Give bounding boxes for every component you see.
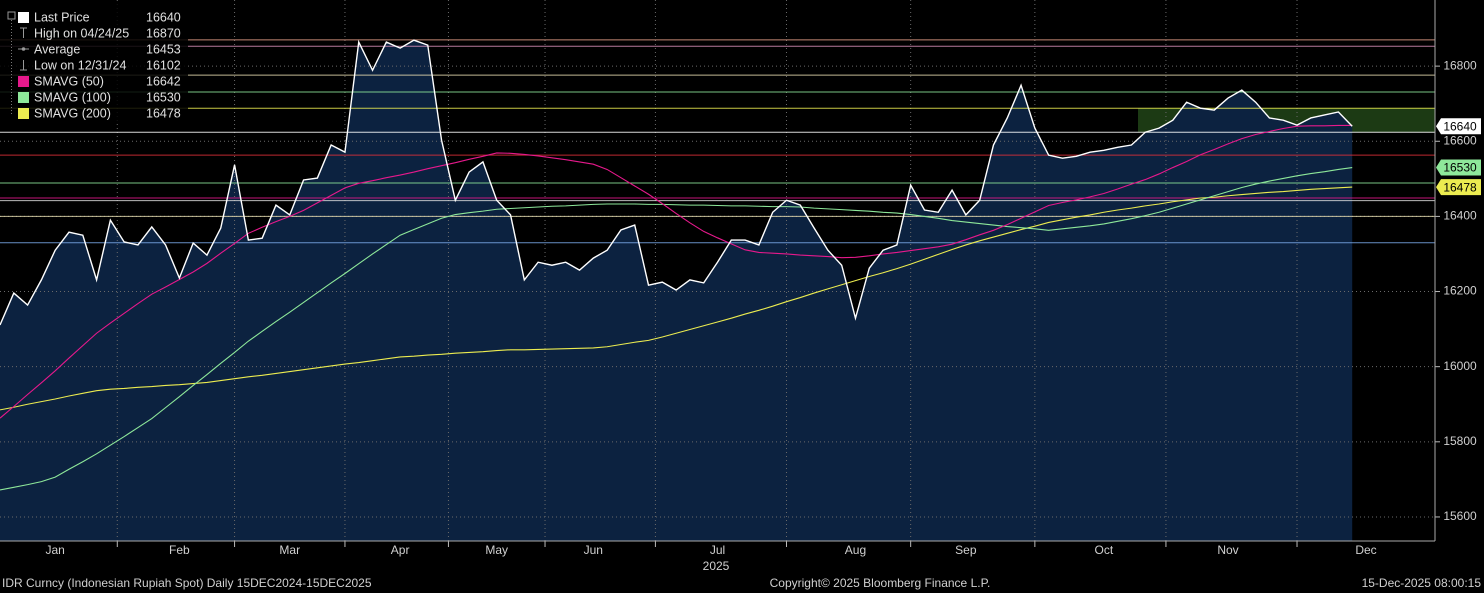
legend-glyph <box>21 47 26 51</box>
value-tag <box>1436 159 1481 176</box>
legend-value: 16642 <box>146 74 181 88</box>
y-tick-label: 16600 <box>1443 133 1477 147</box>
y-tick-label: 16200 <box>1443 284 1477 298</box>
legend-label: High on 04/24/25 <box>34 26 129 40</box>
value-tag <box>1436 118 1481 135</box>
y-tick-label: 15600 <box>1443 509 1477 523</box>
x-tick-label: Oct <box>1095 543 1114 557</box>
x-tick-label: Aug <box>845 543 866 557</box>
price-line <box>0 39 1353 326</box>
legend-value: 16640 <box>146 10 181 24</box>
legend-swatch <box>18 108 29 119</box>
legend-label: SMAVG (100) <box>34 90 111 104</box>
legend-value: 16870 <box>146 26 181 40</box>
y-tick-label: 15800 <box>1443 434 1477 448</box>
sma-line <box>0 124 1353 419</box>
legend-swatch <box>18 12 29 23</box>
x-tick-label: Sep <box>955 543 977 557</box>
legend-swatch <box>18 92 29 103</box>
value-tag-label: 16478 <box>1443 180 1477 194</box>
y-tick-label: 16800 <box>1443 58 1477 72</box>
y-tick-label: 16400 <box>1443 209 1477 223</box>
legend-tree-icon <box>7 11 16 20</box>
legend: Last Price 16640 High on 04/24/25 16870 Aver… <box>0 4 188 122</box>
x-tick-label: Jun <box>584 543 603 557</box>
legend-box <box>0 4 188 122</box>
sma-line <box>0 186 1353 411</box>
legend-value: 16530 <box>146 90 181 104</box>
x-tick-label: Jul <box>710 543 725 557</box>
x-tick-label: Dec <box>1355 543 1376 557</box>
value-tag-label: 16640 <box>1443 119 1477 133</box>
legend-label: SMAVG (50) <box>34 74 104 88</box>
legend-label: SMAVG (200) <box>34 106 111 120</box>
legend-swatch <box>18 76 29 87</box>
x-tick-label: Mar <box>279 543 300 557</box>
x-tick-label: Nov <box>1217 543 1238 557</box>
legend-label: Average <box>34 42 80 56</box>
legend-value: 16478 <box>146 106 181 120</box>
legend-label: Last Price <box>34 10 90 24</box>
plot: 15600 15800 16000 16200 16400 16600 16800 Jan Fe… <box>0 0 1481 557</box>
legend-value: 16453 <box>146 42 181 56</box>
y-tick-label: 16000 <box>1443 359 1477 373</box>
legend-value: 16102 <box>146 58 181 72</box>
legend-label: Low on 12/31/24 <box>34 58 126 72</box>
sma-line <box>0 167 1353 491</box>
x-tick-label: May <box>485 543 508 557</box>
x-tick-label: Apr <box>391 543 410 557</box>
x-tick-label: Feb <box>169 543 190 557</box>
x-year-label: 2025 <box>703 559 730 573</box>
footer-left: IDR Curncy (Indonesian Rupiah Spot) Dail… <box>2 576 372 590</box>
x-tick-label: Jan <box>46 543 65 557</box>
footer-center: Copyright© 2025 Bloomberg Finance L.P. <box>770 576 991 590</box>
value-tag-label: 16530 <box>1443 161 1477 175</box>
footer-right: 15-Dec-2025 08:00:15 <box>1362 576 1482 590</box>
value-tag <box>1436 179 1481 196</box>
